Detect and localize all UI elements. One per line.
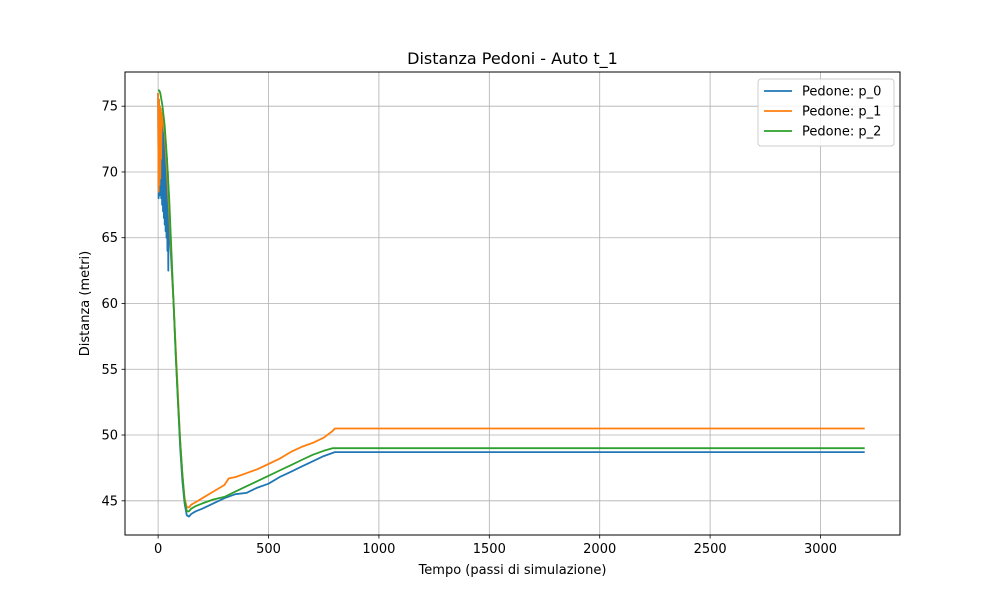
y-tick-label: 65 [101, 231, 118, 246]
x-axis-label: Tempo (passi di simulazione) [418, 563, 607, 578]
y-tick-label: 50 [101, 429, 118, 444]
legend-box [757, 78, 895, 147]
x-tick-label: 500 [256, 542, 281, 557]
y-tick-label: 75 [101, 100, 118, 115]
y-tick-label: 60 [101, 297, 118, 312]
x-tick-label: 0 [154, 542, 162, 557]
legend-label: Pedone: p_2 [802, 125, 881, 140]
x-tick-label: 1500 [473, 542, 506, 557]
y-axis-label: Distanza (metri) [78, 251, 93, 356]
legend: Pedone: p_0 Pedone: p_1 Pedone: p_2 [757, 78, 895, 147]
legend-label: Pedone: p_1 [802, 105, 881, 120]
x-tick-label: 2500 [694, 542, 727, 557]
axis-ticks: 0 500 1000 1500 2000 2500 3000 45 50 55 60 65 70 75 [101, 100, 837, 557]
chart-title: Distanza Pedoni - Auto t_1 [407, 49, 618, 69]
plot-lines [157, 89, 865, 518]
y-tick-label: 55 [101, 363, 118, 378]
x-tick-label: 2000 [583, 542, 616, 557]
y-tick-label: 45 [101, 494, 118, 509]
series-line-2 [158, 89, 865, 513]
y-tick-label: 70 [101, 165, 118, 180]
x-tick-label: 1000 [362, 542, 395, 557]
legend-label: Pedone: p_0 [802, 85, 881, 100]
x-tick-label: 3000 [804, 542, 837, 557]
grid [125, 72, 900, 535]
